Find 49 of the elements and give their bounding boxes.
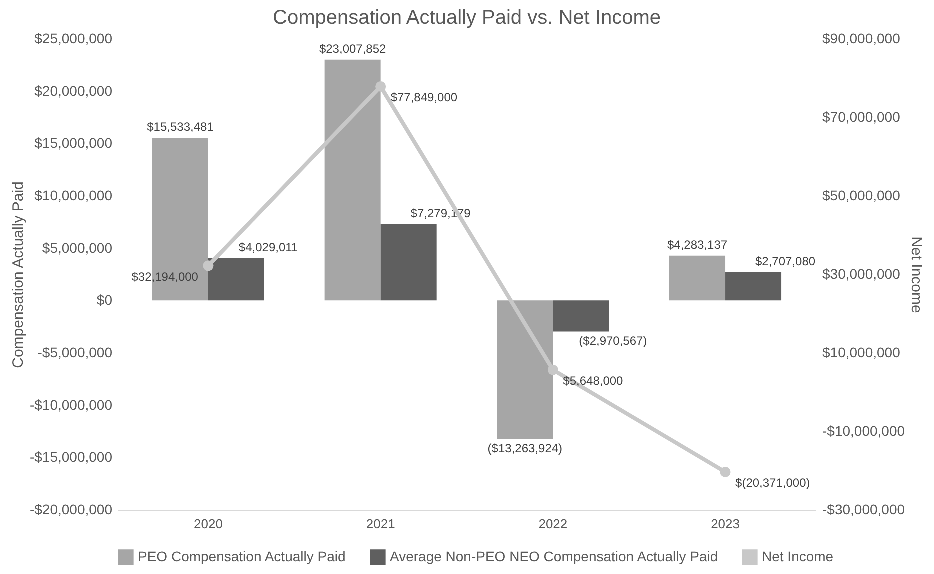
y2-axis-title: Net Income [908,236,926,314]
y2-tick-label: $30,000,000 [822,266,901,282]
y-tick-label: $15,000,000 [34,135,113,152]
data-label: $2,707,080 [755,254,816,268]
data-label: ($13,263,924) [488,441,563,456]
data-label: $5,648,000 [563,374,624,388]
y2-tick-label: -$30,000,000 [822,502,906,518]
y-tick-label: $5,000,000 [42,240,113,256]
bar [380,224,437,301]
legend-label: Average Non-PEO NEO Compensation Actually Paid [390,548,718,564]
x-tick-label: 2022 [538,516,568,532]
data-label: $4,283,137 [667,238,728,252]
data-label: $7,279,179 [410,206,472,220]
point [376,81,386,92]
y-tick-label: -$20,000,000 [30,502,113,518]
x-tick-label: 2021 [366,516,396,532]
y-tick-label: -$10,000,000 [30,396,113,413]
chart-title: Compensation Actually Paid vs. Net Income [273,7,661,29]
y2-tick-label: $50,000,000 [822,188,901,204]
bar [208,258,264,301]
point [548,364,558,376]
bar [324,60,381,301]
legend-label: PEO Compensation Actually Paid [138,548,346,564]
data-label: ($2,970,567) [579,334,648,348]
bar [553,300,610,332]
data-label: $23,007,852 [319,42,387,56]
y2-tick-label: $70,000,000 [822,109,901,125]
point [720,466,731,478]
y-tick-label: $0 [96,292,113,308]
data-label: $4,029,011 [238,240,298,254]
y-axis-title: Compensation Actually Paid [10,182,27,368]
y-tick-label: $25,000,000 [34,30,113,46]
y2-tick-label: -$10,000,000 [822,423,906,439]
y-tick-label: $10,000,000 [34,188,113,204]
data-label: $(20,371,000) [736,476,810,490]
y2-tick-label: $90,000,000 [822,30,901,46]
x-tick-label: 2020 [194,516,223,532]
y-tick-label: -$15,000,000 [30,449,113,466]
x-tick-label: 2023 [711,516,740,532]
point [203,260,214,272]
bar [497,300,554,440]
legend-label: Net Income [762,548,834,564]
data-label: $15,533,481 [147,120,214,134]
bar [670,256,726,301]
y2-tick-label: $10,000,000 [822,344,901,360]
y-tick-label: $20,000,000 [34,82,113,99]
y-tick-label: -$5,000,000 [38,344,113,360]
bar [726,272,782,301]
data-label: $77,849,000 [390,90,458,105]
